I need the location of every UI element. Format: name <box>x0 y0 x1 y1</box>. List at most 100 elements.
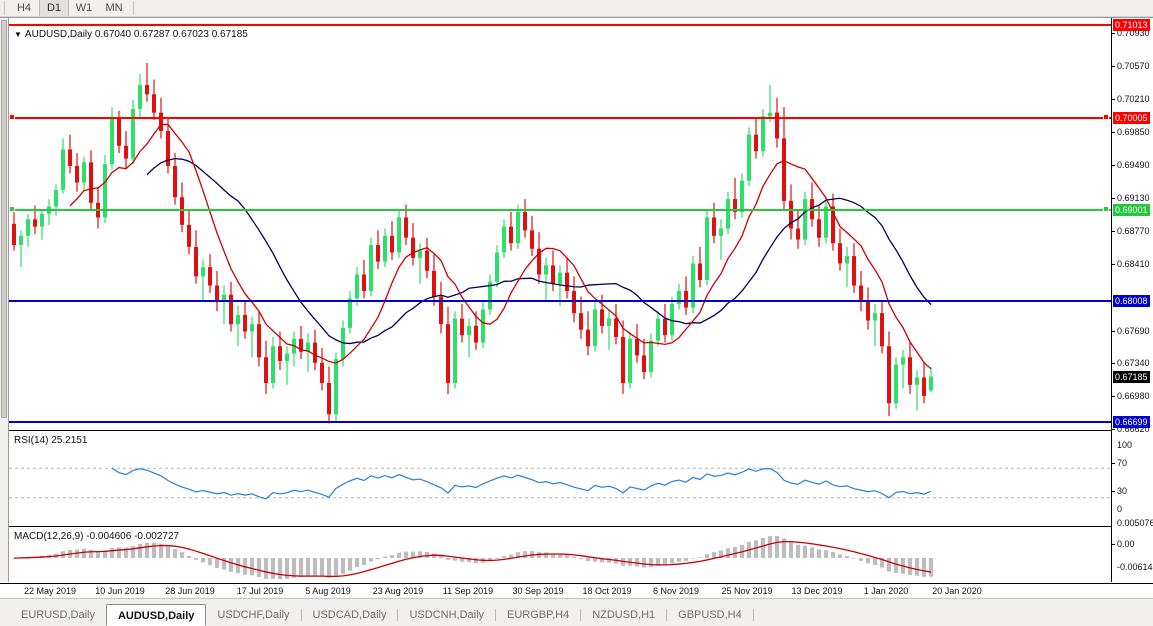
time-axis[interactable]: 22 May 2019 10 Jun 2019 28 Jun 2019 17 Jul … <box>0 583 1153 599</box>
time-axis-label: 28 Jun 2019 <box>165 586 215 596</box>
time-axis-label: 23 Aug 2019 <box>372 586 424 596</box>
candlestick-series <box>12 62 933 424</box>
chart-legend: ▼ AUDUSD,Daily 0.67040 0.67287 0.67023 0.… <box>14 29 248 40</box>
price-tick-mark <box>1112 165 1115 167</box>
time-axis-label: 6 Nov 2019 <box>652 586 700 596</box>
price-tick-label: 0.70210 <box>1117 93 1150 104</box>
time-axis-label: 10 Jun 2019 <box>95 586 145 596</box>
timeframe-button-mn[interactable]: MN <box>105 2 123 14</box>
chart-frame: ▼ AUDUSD,Daily 0.67040 0.67287 0.67023 0.… <box>0 17 1153 599</box>
price-tick-mark <box>1112 231 1115 233</box>
tab-divider <box>752 609 754 621</box>
price-badge-last-price[interactable]: 0.67185 <box>1113 371 1150 384</box>
price-tick-mark <box>1112 264 1115 266</box>
price-tick-mark <box>1112 32 1115 34</box>
chart-tab-eurgbp[interactable]: EURGBP,H4 <box>507 609 570 621</box>
macd-axis-label: 0.005076 <box>1117 518 1153 528</box>
toolbar-divider-right <box>133 1 134 15</box>
price-badge-support[interactable]: 0.68008 <box>1113 295 1150 308</box>
chart-tab-usdcnh[interactable]: USDCNH,Daily <box>409 609 485 621</box>
chart-tab-gbpusd[interactable]: GBPUSD,H4 <box>678 609 742 621</box>
level-handle-right-pivot[interactable] <box>1103 206 1109 213</box>
tab-divider <box>666 609 668 621</box>
tab-divider <box>397 609 399 621</box>
collapse-icon[interactable]: ▼ <box>14 30 22 39</box>
rsi-axis-label: 100 <box>1117 440 1133 450</box>
price-pane[interactable] <box>9 18 1111 431</box>
macd-series <box>11 536 934 580</box>
chart-tab-usdchf[interactable]: USDCHF,Daily <box>217 609 290 621</box>
price-tick-label: 0.68770 <box>1117 226 1150 237</box>
time-axis-label: 1 Jan 2020 <box>863 586 909 596</box>
level-handle-right-resistance[interactable] <box>1103 113 1109 120</box>
price-badge-pivot[interactable]: 0.69001 <box>1113 204 1150 217</box>
price-scale-divider <box>1111 18 1112 582</box>
time-axis-label: 30 Sep 2019 <box>512 586 564 596</box>
time-axis-label: 22 May 2019 <box>23 586 77 596</box>
price-tick-label: 0.69490 <box>1117 160 1150 171</box>
price-tick-mark <box>1112 65 1115 67</box>
chart-tab-eurusd[interactable]: EURUSD,Daily <box>21 609 95 621</box>
chart-legend-text: AUDUSD,Daily 0.67040 0.67287 0.67023 0.6… <box>24 29 248 40</box>
vertical-scrollbar[interactable] <box>0 18 9 582</box>
toolbar-divider <box>4 1 5 15</box>
time-axis-label: 17 Jul 2019 <box>236 586 284 596</box>
time-axis-label: 11 Sep 2019 <box>442 586 494 596</box>
chart-tab-usdcad[interactable]: USDCAD,Daily <box>312 609 387 621</box>
price-tick-mark <box>1112 395 1115 397</box>
price-tick-label: 0.69130 <box>1117 193 1150 204</box>
time-axis-label: 25 Nov 2019 <box>721 586 773 596</box>
price-tick-mark <box>1112 429 1115 430</box>
price-tick-label: 0.66980 <box>1117 390 1150 401</box>
chart-tab-audusd[interactable]: AUDUSD,Daily <box>105 604 207 626</box>
price-tick-label: 0.69850 <box>1117 126 1150 137</box>
chart-tab-nzdusd[interactable]: NZDUSD,H1 <box>592 609 656 621</box>
time-axis-label: 13 Dec 2019 <box>791 586 843 596</box>
price-tick-mark <box>1112 131 1115 133</box>
price-badge-resistance-top[interactable]: 0.71013 <box>1113 19 1150 31</box>
rsi-axis-label: 70 <box>1117 458 1128 468</box>
price-badge-resistance[interactable]: 0.70005 <box>1113 111 1150 124</box>
rsi-axis-label: 30 <box>1117 486 1128 496</box>
rsi-pane[interactable]: RSI(14) 25.2151 <box>9 432 1111 527</box>
rsi-axis-tick <box>1112 491 1115 492</box>
price-tick-label: 0.70930 <box>1117 27 1150 38</box>
chart-tab-bar: EURUSD,Daily AUDUSD,Daily USDCHF,Daily USDC… <box>0 598 1153 626</box>
timeframe-button-d1[interactable]: D1 <box>39 0 69 16</box>
macd-legend: MACD(12,26,9) -0.004606 -0.002727 <box>14 531 180 542</box>
tab-divider <box>300 609 302 621</box>
level-line-resistance[interactable] <box>9 116 1111 119</box>
price-tick-label: 0.67340 <box>1117 357 1150 368</box>
rsi-legend: RSI(14) 25.2151 <box>14 435 88 446</box>
timeframe-toolbar: H4 D1 W1 MN <box>0 0 1153 17</box>
level-handle-left-resistance[interactable] <box>9 113 15 120</box>
level-line-support[interactable] <box>9 300 1111 303</box>
timeframe-button-w1[interactable]: W1 <box>75 2 93 14</box>
tab-divider <box>580 609 582 621</box>
price-tick-mark <box>1112 330 1115 332</box>
price-tick-mark <box>1112 198 1115 200</box>
level-line-pivot[interactable] <box>9 209 1111 212</box>
time-axis-label: 5 Aug 2019 <box>305 586 351 596</box>
rsi-axis-label: 0 <box>1117 504 1123 514</box>
price-tick-label: 0.70570 <box>1117 60 1150 71</box>
level-handle-left-pivot[interactable] <box>9 206 15 213</box>
price-badge-support-low[interactable]: 0.66699 <box>1113 415 1150 428</box>
macd-axis-tick <box>1112 544 1115 545</box>
rsi-axis-tick <box>1112 463 1115 464</box>
price-tick-label: 0.66620 <box>1117 424 1150 434</box>
tab-divider <box>495 609 497 621</box>
time-axis-label: 20 Jan 2020 <box>932 586 982 596</box>
time-axis-label: 18 Oct 2019 <box>582 586 632 596</box>
price-scale[interactable]: 0.70930 0.70570 0.70210 0.69850 0.69490 0.691… <box>1112 18 1153 582</box>
macd-axis-label: 0.00 <box>1117 539 1135 549</box>
price-tick-mark <box>1112 98 1115 100</box>
macd-pane[interactable]: MACD(12,26,9) -0.004606 -0.002727 <box>9 528 1111 582</box>
scrollbar-thumb[interactable] <box>1 20 7 418</box>
level-line-resistance-top[interactable] <box>9 24 1111 26</box>
timeframe-button-h4[interactable]: H4 <box>16 2 32 14</box>
level-line-support-low[interactable] <box>9 420 1111 423</box>
macd-axis-label: -0.006148 <box>1117 562 1153 572</box>
rsi-series <box>9 467 1111 500</box>
